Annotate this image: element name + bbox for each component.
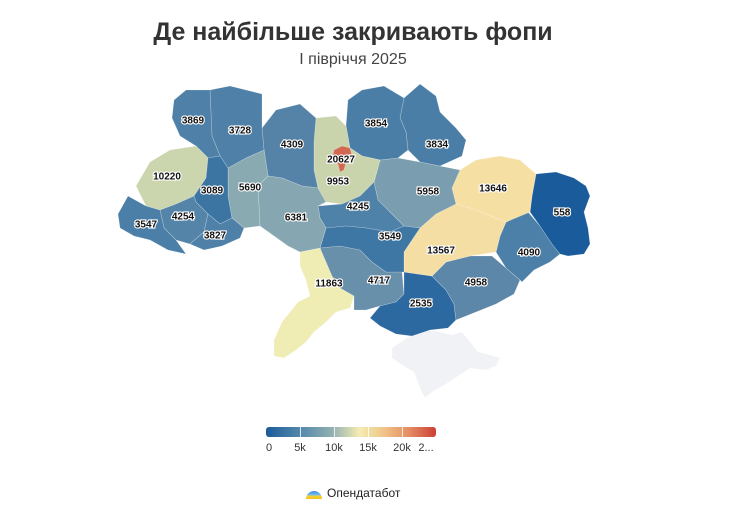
brand-footer: Опендатабот (305, 486, 400, 500)
region-poltava[interactable] (373, 157, 461, 229)
label-vinnytsia: 6381 (285, 213, 308, 224)
region-zhytomyr[interactable] (261, 103, 319, 189)
legend-label-5k: 5k (294, 442, 306, 454)
region-chernivtsi[interactable] (189, 213, 245, 251)
region-dnipropetrovsk[interactable] (403, 203, 507, 277)
region-sumy[interactable] (399, 83, 467, 167)
label-zaporizhzhia: 4958 (465, 278, 488, 289)
region-kyiv-city[interactable] (331, 145, 353, 173)
label-zakarpattia: 3547 (135, 220, 158, 231)
legend-labels: 0 5k 10k 15k 20k 2... (266, 442, 436, 456)
label-poltava: 5958 (417, 187, 440, 198)
region-kherson[interactable] (369, 271, 457, 337)
label-kyiv-city: 20627 (327, 155, 355, 166)
label-khmelnytskyi: 5690 (239, 183, 262, 194)
legend-label-0: 0 (265, 442, 273, 454)
label-ivano-frankivsk: 4254 (172, 212, 195, 223)
label-lviv: 10220 (153, 172, 181, 183)
label-sumy: 3834 (426, 140, 449, 151)
label-donetsk: 4090 (518, 248, 541, 259)
region-crimea[interactable] (391, 329, 501, 399)
legend-label-15k: 15k (359, 442, 377, 454)
color-legend: 0 5k 10k 15k 20k 2... (266, 427, 436, 456)
label-kharkiv: 13646 (479, 184, 507, 195)
label-luhansk: 558 (554, 208, 571, 219)
chart-title: Де найбільше закривають фопи (153, 18, 553, 46)
label-mykolaiv: 4717 (368, 276, 391, 287)
legend-label-max: 2... (418, 442, 434, 454)
chart-subtitle: І півріччя 2025 (299, 51, 407, 68)
label-chernihiv: 3854 (365, 119, 388, 130)
label-volyn: 3869 (182, 116, 205, 127)
region-luhansk[interactable] (529, 171, 591, 257)
label-kherson: 2535 (410, 299, 433, 310)
label-rivne: 3728 (229, 126, 252, 137)
brand-name: Опендатабот (327, 486, 401, 500)
legend-gradient-bar (266, 427, 436, 437)
region-vinnytsia[interactable] (257, 175, 327, 253)
region-zakarpattia[interactable] (117, 195, 187, 255)
label-zhytomyr: 4309 (281, 140, 304, 151)
legend-label-20k: 20k (393, 442, 411, 454)
opendatabot-logo-icon (306, 491, 322, 499)
label-ternopil: 3089 (201, 186, 224, 197)
region-zaporizhzhia[interactable] (431, 255, 521, 321)
legend-label-10k: 10k (325, 442, 343, 454)
region-kirovohrad[interactable] (319, 225, 421, 273)
label-kirovohrad: 3549 (379, 232, 402, 243)
label-chernivtsi: 3827 (204, 231, 227, 242)
label-cherkasy: 4245 (347, 202, 370, 213)
label-kyiv-oblast: 9953 (327, 177, 350, 188)
label-odesa: 11863 (315, 279, 343, 290)
label-dnipropetrovsk: 13567 (427, 246, 455, 257)
